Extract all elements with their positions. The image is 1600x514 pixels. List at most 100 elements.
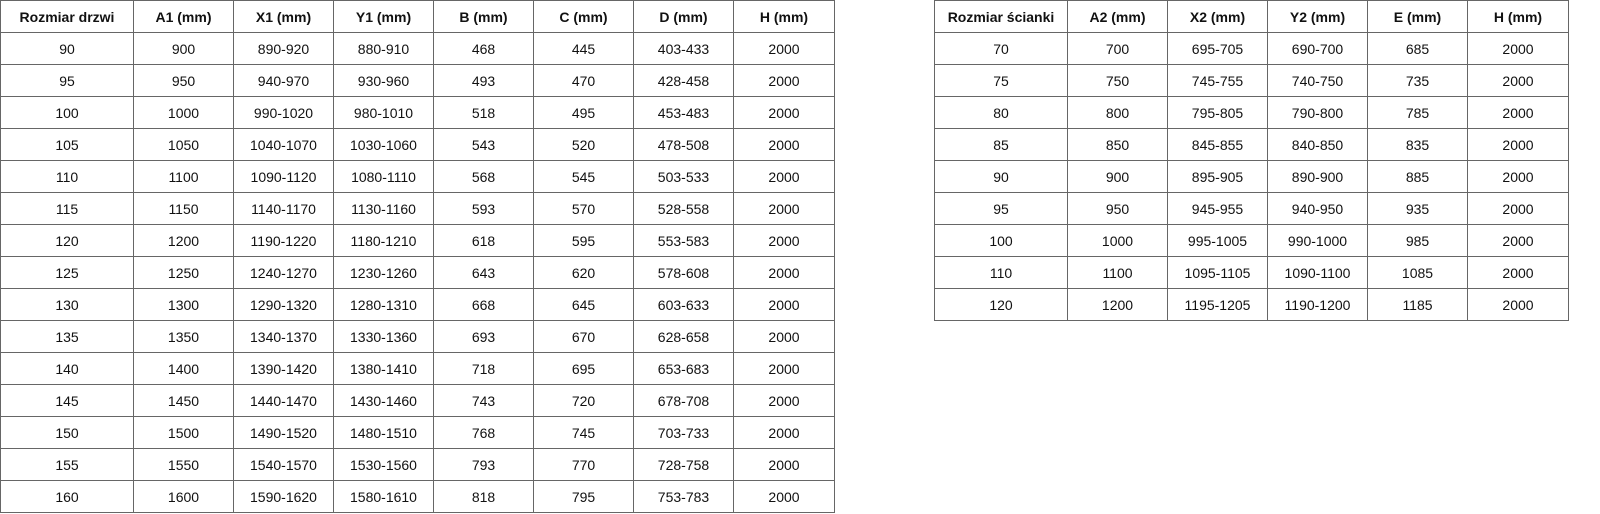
table-cell: 553-583 bbox=[633, 224, 734, 257]
table-cell: 678-708 bbox=[633, 384, 734, 417]
table-cell: 2000 bbox=[733, 416, 835, 449]
table-row: 110 1100 1090-1120 1080-1110 568 545 503-533 20… bbox=[0, 160, 835, 193]
table-row: 135 1350 1340-1370 1330-1360 693 670 628-658 20… bbox=[0, 320, 835, 353]
table-cell: 90 bbox=[934, 160, 1068, 193]
table-cell: 800 bbox=[1067, 96, 1168, 129]
table-cell: 100 bbox=[934, 224, 1068, 257]
table-row: 105 1050 1040-1070 1030-1060 543 520 478-508 20… bbox=[0, 128, 835, 161]
table-cell: 750 bbox=[1067, 64, 1168, 97]
table-cell: 1540-1570 bbox=[233, 448, 334, 481]
table-cell: 593 bbox=[433, 192, 534, 225]
table-cell: 720 bbox=[533, 384, 634, 417]
table-cell: 1300 bbox=[133, 288, 234, 321]
table-cell: 115 bbox=[0, 192, 134, 225]
table-cell: 2000 bbox=[733, 256, 835, 289]
column-header: A1 (mm) bbox=[133, 0, 234, 33]
table-cell: 1030-1060 bbox=[333, 128, 434, 161]
table-cell: 145 bbox=[0, 384, 134, 417]
table-cell: 835 bbox=[1367, 128, 1468, 161]
table-cell: 1200 bbox=[1067, 288, 1168, 321]
table-cell: 1450 bbox=[133, 384, 234, 417]
header-row: Rozmiar drzwi A1 (mm) X1 (mm) Y1 (mm) B (mm)… bbox=[0, 0, 835, 33]
table-cell: 618 bbox=[433, 224, 534, 257]
table-cell: 850 bbox=[1067, 128, 1168, 161]
table-cell: 1600 bbox=[133, 480, 234, 513]
table-cell: 2000 bbox=[733, 224, 835, 257]
table-cell: 543 bbox=[433, 128, 534, 161]
table-cell: 570 bbox=[533, 192, 634, 225]
table-cell: 690-700 bbox=[1267, 32, 1368, 65]
table-row: 95 950 940-970 930-960 493 470 428-458 2000 bbox=[0, 64, 835, 97]
table-cell: 845-855 bbox=[1167, 128, 1268, 161]
table-cell: 120 bbox=[934, 288, 1068, 321]
table-cell: 900 bbox=[133, 32, 234, 65]
table-cell: 1580-1610 bbox=[333, 480, 434, 513]
table-row: 155 1550 1540-1570 1530-1560 793 770 728-758 20… bbox=[0, 448, 835, 481]
table-cell: 2000 bbox=[733, 320, 835, 353]
column-header: Rozmiar drzwi bbox=[0, 0, 134, 33]
table-cell: 1150 bbox=[133, 192, 234, 225]
table-cell: 1190-1200 bbox=[1267, 288, 1368, 321]
table-cell: 2000 bbox=[733, 384, 835, 417]
table-cell: 1140-1170 bbox=[233, 192, 334, 225]
table-cell: 745-755 bbox=[1167, 64, 1268, 97]
table-row: 90 900 890-920 880-910 468 445 403-433 2000 bbox=[0, 32, 835, 65]
table-cell: 503-533 bbox=[633, 160, 734, 193]
table-row: 90 900 895-905 890-900 885 2000 bbox=[934, 160, 1569, 193]
table-cell: 568 bbox=[433, 160, 534, 193]
table-cell: 428-458 bbox=[633, 64, 734, 97]
table-cell: 795 bbox=[533, 480, 634, 513]
column-header: D (mm) bbox=[633, 0, 734, 33]
table-cell: 100 bbox=[0, 96, 134, 129]
column-header: Y2 (mm) bbox=[1267, 0, 1368, 33]
table-cell: 2000 bbox=[1467, 160, 1569, 193]
table-cell: 2000 bbox=[1467, 64, 1569, 97]
table-cell: 695-705 bbox=[1167, 32, 1268, 65]
table-cell: 1090-1100 bbox=[1267, 256, 1368, 289]
table-cell: 1085 bbox=[1367, 256, 1468, 289]
column-header: Rozmiar ścianki bbox=[934, 0, 1068, 33]
table-cell: 795-805 bbox=[1167, 96, 1268, 129]
table-row: 100 1000 995-1005 990-1000 985 2000 bbox=[934, 224, 1569, 257]
table-row: 120 1200 1190-1220 1180-1210 618 595 553-583 20… bbox=[0, 224, 835, 257]
table-cell: 1080-1110 bbox=[333, 160, 434, 193]
wall-dimensions-table: Rozmiar ścianki A2 (mm) X2 (mm) Y2 (mm) E (m… bbox=[934, 0, 1569, 321]
table-cell: 493 bbox=[433, 64, 534, 97]
column-header: H (mm) bbox=[733, 0, 835, 33]
table-cell: 1400 bbox=[133, 352, 234, 385]
table-cell: 743 bbox=[433, 384, 534, 417]
table-cell: 1090-1120 bbox=[233, 160, 334, 193]
column-header: X2 (mm) bbox=[1167, 0, 1268, 33]
table-cell: 945-955 bbox=[1167, 192, 1268, 225]
table-cell: 1000 bbox=[1067, 224, 1168, 257]
table-cell: 2000 bbox=[733, 352, 835, 385]
table-cell: 2000 bbox=[733, 448, 835, 481]
table-row: 85 850 845-855 840-850 835 2000 bbox=[934, 128, 1569, 161]
table-cell: 950 bbox=[133, 64, 234, 97]
header-row: Rozmiar ścianki A2 (mm) X2 (mm) Y2 (mm) E (m… bbox=[934, 0, 1569, 33]
column-header: C (mm) bbox=[533, 0, 634, 33]
table-row: 145 1450 1440-1470 1430-1460 743 720 678-708 20… bbox=[0, 384, 835, 417]
table-cell: 95 bbox=[0, 64, 134, 97]
table-cell: 1190-1220 bbox=[233, 224, 334, 257]
table-cell: 130 bbox=[0, 288, 134, 321]
table-cell: 453-483 bbox=[633, 96, 734, 129]
table-cell: 668 bbox=[433, 288, 534, 321]
table-cell: 753-783 bbox=[633, 480, 734, 513]
table-cell: 1350 bbox=[133, 320, 234, 353]
table-cell: 995-1005 bbox=[1167, 224, 1268, 257]
table-cell: 700 bbox=[1067, 32, 1168, 65]
table-cell: 2000 bbox=[733, 480, 835, 513]
table-cell: 940-970 bbox=[233, 64, 334, 97]
table-cell: 150 bbox=[0, 416, 134, 449]
table-cell: 840-850 bbox=[1267, 128, 1368, 161]
table-row: 110 1100 1095-1105 1090-1100 1085 2000 bbox=[934, 256, 1569, 289]
table-cell: 735 bbox=[1367, 64, 1468, 97]
table-cell: 135 bbox=[0, 320, 134, 353]
table-cell: 1195-1205 bbox=[1167, 288, 1268, 321]
table-cell: 880-910 bbox=[333, 32, 434, 65]
table-cell: 1040-1070 bbox=[233, 128, 334, 161]
table-row: 80 800 795-805 790-800 785 2000 bbox=[934, 96, 1569, 129]
table-cell: 1330-1360 bbox=[333, 320, 434, 353]
table-cell: 1180-1210 bbox=[333, 224, 434, 257]
